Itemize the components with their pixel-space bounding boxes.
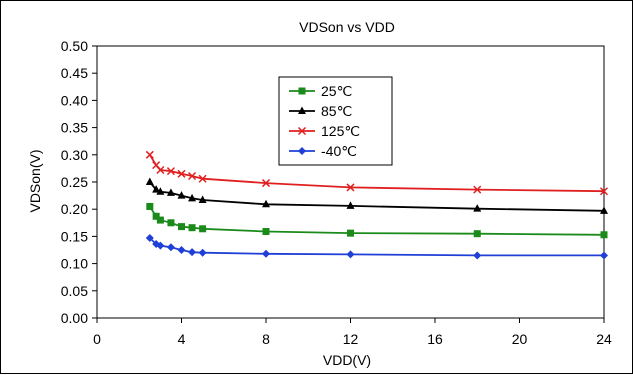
y-tick-label: 0.45 [61,65,88,81]
legend-swatch-marker [297,126,307,136]
data-point [145,177,154,185]
data-point [199,225,207,233]
series-125℃ [145,150,609,196]
legend: 25℃ 85℃ 125℃ -40℃ [278,76,393,166]
data-point [152,212,160,220]
data-point [346,250,355,259]
data-point [198,248,207,257]
y-axis-label: VDSon(V) [27,149,43,212]
data-point [188,193,197,202]
data-point [166,243,175,252]
legend-label: 25℃ [321,83,352,99]
data-point [473,185,482,194]
data-point [600,206,608,214]
data-point [599,187,609,196]
y-tick-label: 0.00 [61,310,88,326]
data-point [167,219,175,227]
data-point [156,166,165,175]
data-point [166,167,175,176]
data-point [198,174,207,183]
y-tick-label: 0.10 [61,256,88,272]
data-point [347,229,354,237]
data-point [346,183,355,192]
series--40℃ [145,234,608,260]
data-point [166,188,175,196]
data-point [178,223,185,231]
y-tick-label: 0.40 [61,92,88,108]
data-point [152,185,161,193]
data-point [145,150,154,159]
data-point [473,251,482,260]
y-tick-label: 0.50 [61,38,88,54]
y-tick-label: 0.20 [61,201,88,217]
legend-label: 125℃ [321,123,360,139]
chart-title: VDSon vs VDD [299,19,395,35]
series-25℃ [146,202,608,239]
legend-label: -40℃ [321,143,357,159]
y-tick-label: 0.35 [61,120,88,136]
data-point [600,251,608,260]
x-tick-label: 12 [343,331,359,347]
x-axis-label: VDD(V) [323,352,371,368]
legend-swatch-marker [298,147,306,155]
y-tick-label: 0.15 [61,228,88,244]
data-point [198,195,207,203]
x-tick-label: 0 [93,331,101,347]
data-point [177,191,186,199]
data-point [473,230,481,238]
data-point [156,187,165,195]
data-point [188,171,197,181]
x-tick-label: 8 [262,331,270,347]
legend-label: 85℃ [321,103,352,119]
data-point [146,202,154,210]
series-layer [145,150,609,260]
data-point [600,231,608,239]
data-point [145,234,154,243]
data-point [177,169,186,178]
data-point [177,246,186,254]
data-point [261,179,271,188]
y-tick-label: 0.25 [61,174,88,190]
data-point [262,228,270,236]
data-point [262,199,270,208]
data-point [188,248,197,257]
data-point [188,224,196,232]
data-point [473,204,482,212]
x-tick-label: 4 [178,331,186,347]
data-point [262,249,270,258]
x-tick-label: 20 [512,331,528,347]
legend-swatch-marker [298,106,306,114]
series-85℃ [145,177,608,214]
data-point [346,201,355,209]
y-tick-label: 0.30 [61,147,88,163]
legend-swatch-marker [298,87,306,95]
x-tick-label: 24 [596,331,612,347]
data-point [156,241,165,250]
data-point [156,216,164,224]
y-tick-label: 0.05 [61,283,88,299]
x-tick-label: 16 [427,331,443,347]
